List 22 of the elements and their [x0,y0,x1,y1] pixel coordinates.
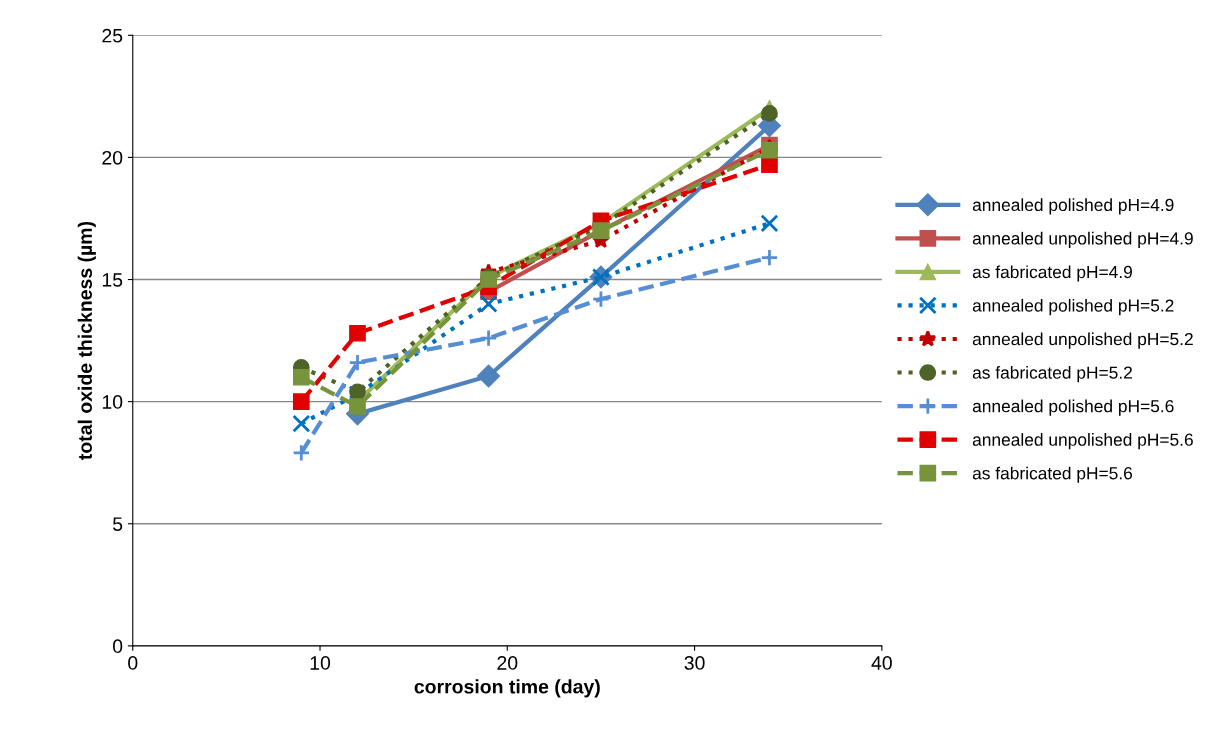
y-tick-label: 0 [112,639,123,654]
y-tick-label: 20 [102,150,123,165]
legend-label: annealed polished pH=5.2 [972,298,1174,316]
legend-label: annealed unpolished pH=5.6 [972,433,1193,450]
legend-label: as fabricated pH=5.6 [972,466,1133,483]
x-tick-label: 40 [871,656,892,670]
legend-label: annealed unpolished pH=4.9 [972,231,1193,249]
x-axis-title: corrosion time (day) [414,679,600,698]
x-tick-label: 10 [310,656,331,670]
x-tick-label: 0 [128,656,138,670]
y-tick-label: 10 [102,395,123,409]
legend-label: as fabricated pH=4.9 [972,265,1132,282]
legend-label: annealed polished pH=5.6 [972,399,1174,416]
legend-label: annealed unpolished pH=5.2 [972,332,1193,349]
y-tick-label: 15 [102,273,123,287]
y-axis-title: total oxide thickness (µm) [77,221,96,460]
x-tick-label: 30 [684,656,705,670]
x-tick-label: 20 [497,656,518,670]
legend-label: annealed polished pH=4.9 [972,198,1174,215]
y-tick-label: 25 [102,28,123,43]
y-tick-label: 5 [113,517,123,531]
legend-label: as fabricated pH=5.2 [972,366,1132,383]
